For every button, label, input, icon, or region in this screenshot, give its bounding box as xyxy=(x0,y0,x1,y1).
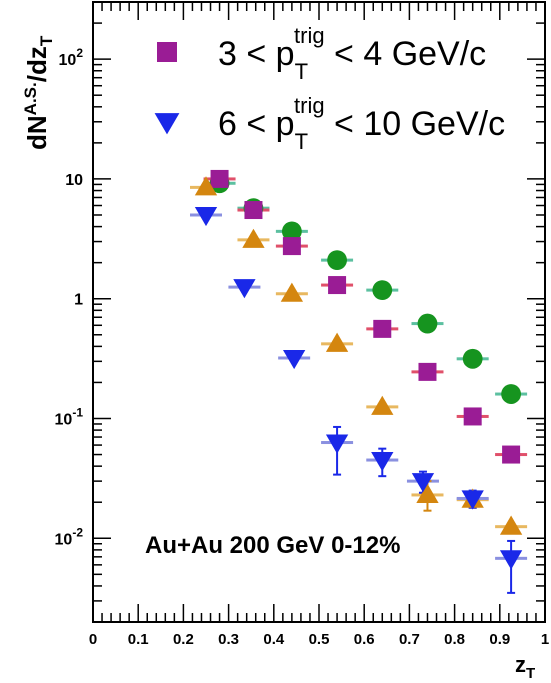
y-tick-label: 10-2 xyxy=(55,525,84,548)
data-point-square xyxy=(328,276,347,295)
data-point-circle xyxy=(372,280,393,301)
data-point-square xyxy=(282,237,301,256)
data-point-square xyxy=(463,407,482,426)
data-point-circle xyxy=(281,221,302,242)
data-point-triangle-up xyxy=(280,282,304,302)
data-point-triangle-up xyxy=(371,395,394,415)
data-point-circle xyxy=(327,250,347,271)
y-tick-label: 10-1 xyxy=(55,405,84,428)
data-point-triangle-down xyxy=(325,434,349,454)
data-point-square xyxy=(502,445,521,464)
data-point-circle xyxy=(462,348,483,369)
data-point-triangle-down xyxy=(371,451,394,472)
x-tick-label: 0.4 xyxy=(263,631,285,648)
x-axis-title: zT xyxy=(515,652,535,682)
y-tick-label: 10 xyxy=(65,172,83,189)
x-tick-label: 0.3 xyxy=(218,631,239,648)
tick-labels-layer: 0 0.1 0.2 0.3 0.4 0.5 0.6 0.7 0.8 0.9 1 10-2 10-1 1 10… xyxy=(55,46,550,648)
legend-marker xyxy=(157,42,177,62)
x-tick-label: 0.9 xyxy=(489,631,510,648)
data-point-square xyxy=(210,169,229,188)
data-point-square xyxy=(418,362,437,381)
data-point-triangle-down xyxy=(233,279,256,299)
data-point-circle xyxy=(417,313,438,334)
x-tick-label: 0.5 xyxy=(309,631,330,648)
legend: 3 < pTtrig < 4 GeV/c 6 < pTtrig < 10 GeV/… xyxy=(154,23,505,154)
x-tick-label: 0 xyxy=(89,631,97,648)
data-point-triangle-up xyxy=(499,515,523,535)
axis-titles-layer: zT dNA.S./dzT xyxy=(21,35,535,682)
error-bars-layer xyxy=(333,425,516,594)
data-point-square xyxy=(373,319,392,338)
x-tick-label: 0.1 xyxy=(128,631,149,648)
x-tick-label: 1 xyxy=(541,631,549,648)
data-point-triangle-up xyxy=(194,176,218,196)
y-tick-label: 1 xyxy=(74,292,83,309)
data-point-triangle-up xyxy=(416,483,439,503)
data-point-triangle-down xyxy=(194,206,218,227)
data-point-triangle-up xyxy=(242,228,265,248)
annotation-text: Au+Au 200 GeV 0-12% xyxy=(145,532,400,559)
data-point-circle xyxy=(501,384,521,404)
legend-label: 6 < pTtrig < 10 GeV/c xyxy=(218,93,505,154)
x-tick-label: 0.2 xyxy=(173,631,194,648)
markers-layer xyxy=(194,169,523,570)
legend-label: 3 < pTtrig < 4 GeV/c xyxy=(218,23,486,84)
y-axis-title: dNA.S./dzT xyxy=(21,35,56,150)
data-point-triangle-down xyxy=(499,550,523,570)
x-tick-label: 0.6 xyxy=(354,631,375,648)
y-tick-label: 102 xyxy=(59,46,84,69)
axis-ticks-layer xyxy=(92,1,546,623)
data-point-triangle-down xyxy=(282,349,306,370)
data-point-triangle-down xyxy=(411,473,435,493)
data-point-triangle-down xyxy=(461,490,484,510)
data-point-triangle-up xyxy=(325,332,349,352)
x-tick-label: 0.7 xyxy=(399,631,420,648)
x-tick-label: 0.8 xyxy=(444,631,465,648)
data-point-square xyxy=(244,201,263,220)
legend-marker xyxy=(154,113,180,135)
